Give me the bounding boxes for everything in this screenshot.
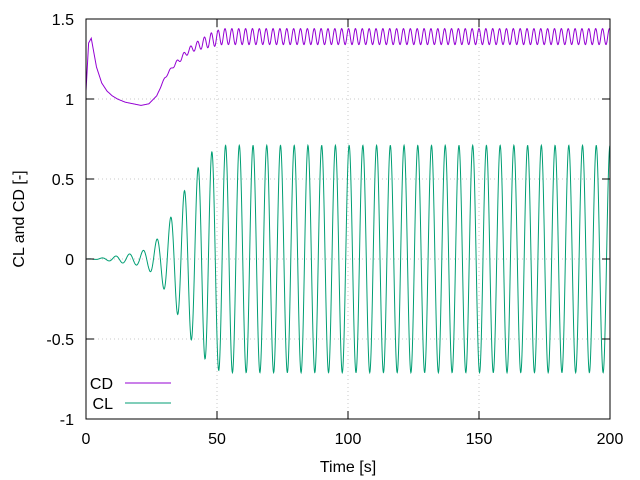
x-tick-label: 50: [208, 431, 226, 448]
grid: [86, 19, 610, 419]
x-axis-label: Time [s]: [320, 459, 376, 476]
y-axis-label: CL and CD [-]: [11, 170, 28, 267]
x-tick-label: 150: [466, 431, 493, 448]
x-tick-label: 100: [335, 431, 362, 448]
legend: CD CL: [90, 376, 171, 413]
series-layer: [85, 27, 611, 375]
tick-labels: 0 50 100 150 200 -1 -0.5 0 0.5 1 1.5: [46, 12, 623, 448]
y-tick-label: 0: [65, 252, 74, 269]
y-tick-label: -0.5: [46, 332, 74, 349]
y-tick-label: 0.5: [52, 172, 74, 189]
x-tick-label: 200: [597, 431, 624, 448]
legend-label-cl: CL: [93, 396, 114, 413]
series-line-cl: [85, 143, 611, 375]
series-line-cd: [85, 27, 611, 106]
ticks: [85, 18, 611, 420]
x-tick-label: 0: [82, 431, 91, 448]
legend-label-cd: CD: [90, 376, 113, 393]
y-tick-label: -1: [60, 412, 74, 429]
y-tick-label: 1.5: [52, 12, 74, 29]
y-tick-label: 1: [65, 92, 74, 109]
